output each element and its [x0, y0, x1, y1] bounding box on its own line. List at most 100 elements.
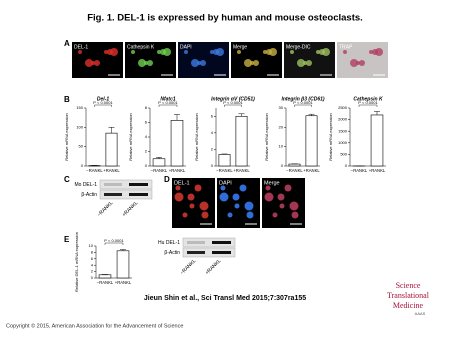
y-tick-label: 6: [91, 256, 94, 261]
blot-label: Hu DEL-1: [158, 240, 180, 246]
cell: [343, 50, 347, 54]
p-value: P < 0.0001: [158, 100, 178, 105]
cell: [372, 49, 378, 55]
blot-band: [212, 241, 231, 244]
cell: [194, 184, 202, 192]
x-tick-label: +RANKL: [369, 168, 386, 173]
significance-bracket: [158, 104, 178, 107]
bar: [370, 114, 384, 167]
cell: [147, 60, 153, 66]
panel-label: E: [64, 235, 70, 244]
cell: [290, 50, 294, 54]
blot-band: [129, 193, 148, 196]
cell: [272, 212, 278, 218]
chart-title: Integrin β3 (CD61): [281, 96, 324, 102]
cell: [306, 60, 312, 66]
p-value: P < 0.0001: [104, 238, 124, 243]
error-bar: [156, 157, 162, 159]
cell: [263, 50, 267, 54]
cell: [78, 50, 82, 54]
blot-band: [129, 183, 148, 186]
cell: [316, 50, 320, 54]
bar: [116, 250, 130, 279]
cell: [131, 50, 135, 54]
cell: [94, 60, 100, 66]
y-axis-label: Relative mRNA expression: [194, 113, 199, 161]
cell: [107, 49, 113, 55]
bar: [98, 274, 112, 279]
y-tick-label: 0: [91, 275, 94, 280]
y-axis-label: Relative mRNA expression: [328, 113, 333, 161]
y-axis-label: Relative mRNA expression: [64, 113, 69, 161]
x-tick-label: −RANKL: [216, 168, 233, 173]
micrograph: [72, 42, 123, 78]
chart-title: Del-1: [97, 96, 109, 102]
cell: [174, 192, 184, 202]
cell: [220, 185, 226, 191]
panel-label: D: [164, 175, 170, 184]
bar: [218, 154, 231, 167]
cell: [213, 49, 219, 55]
x-tick-label: −RANKL: [97, 280, 114, 285]
x-tick-label: +RANKL: [303, 168, 320, 173]
image-label: Merge-DIC: [286, 44, 311, 50]
y-tick-label: 10: [279, 144, 284, 149]
blot-band: [212, 251, 231, 254]
image-label: Cathepsin K: [127, 44, 155, 50]
cell: [138, 59, 146, 67]
cell: [265, 185, 271, 191]
y-tick-label: 4: [145, 134, 148, 139]
x-tick-label: −RANKL: [286, 168, 303, 173]
cell: [232, 193, 240, 201]
cell: [199, 201, 209, 211]
y-tick-label: 0: [211, 163, 214, 168]
blot-strip: [99, 189, 153, 200]
y-axis-label: Relative mRNA expression: [128, 113, 133, 161]
blot-band: [187, 241, 205, 244]
cell: [266, 49, 272, 55]
y-tick-label: 4: [91, 262, 94, 267]
cell: [160, 49, 166, 55]
cell: [284, 184, 292, 192]
y-tick-label: 0: [81, 163, 84, 168]
cell: [253, 60, 259, 66]
y-tick-label: 0: [145, 163, 148, 168]
cell: [277, 193, 285, 201]
blot-band: [187, 251, 205, 254]
cell: [227, 212, 233, 218]
chart-title: Cathepsin K: [353, 96, 383, 102]
bar: [305, 115, 318, 167]
logo-org: AAAS: [415, 311, 426, 316]
chart-title: Nfatc1: [160, 96, 176, 102]
image-label: DAPI: [180, 44, 192, 50]
citation: Jieun Shin et al., Sci Transl Med 2015;7…: [144, 295, 306, 302]
x-tick-label: +RANKL: [115, 280, 132, 285]
micrograph: [178, 42, 229, 78]
cell: [359, 60, 365, 66]
panel-label: A: [64, 39, 70, 48]
journal-logo: Science Translational Medicine AAAS: [387, 281, 430, 316]
figure-title: Fig. 1. DEL-1 is expressed by human and …: [87, 13, 363, 24]
y-tick-label: 20: [279, 124, 284, 129]
y-tick-label: 2: [145, 149, 148, 154]
micrograph: [231, 42, 282, 78]
image-label: DEL-1: [174, 180, 190, 186]
p-value: P < 0.0001: [223, 100, 243, 105]
blot-label: β-Actin: [164, 250, 180, 256]
x-tick-label: +RANKL: [233, 168, 250, 173]
x-tick-label: +RANKL: [169, 168, 186, 173]
cell: [157, 50, 161, 54]
y-tick-label: 2: [211, 146, 214, 151]
error-bar: [120, 249, 126, 251]
blot-strip: [99, 179, 153, 190]
panel-label: B: [64, 95, 70, 104]
blot-label: Mo DEL-1: [74, 182, 97, 188]
cell: [289, 201, 299, 211]
cell: [319, 49, 325, 55]
y-tick-label: 8: [145, 105, 148, 110]
panel-label: C: [64, 175, 70, 184]
bar: [170, 120, 184, 167]
cell: [246, 211, 254, 219]
cell: [184, 50, 188, 54]
